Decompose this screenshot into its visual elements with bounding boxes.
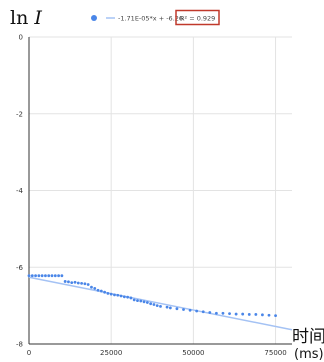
data-point bbox=[149, 302, 153, 306]
y-axis-label-variable: I bbox=[33, 7, 42, 29]
data-point bbox=[44, 274, 47, 278]
data-point bbox=[63, 280, 67, 283]
y-axis-label: ln I bbox=[10, 7, 42, 29]
data-point bbox=[214, 311, 218, 315]
grid-lines bbox=[29, 36, 292, 345]
data-point bbox=[47, 274, 51, 278]
data-point bbox=[83, 282, 87, 286]
data-point bbox=[106, 291, 110, 295]
data-point bbox=[228, 312, 231, 316]
data-points bbox=[27, 274, 277, 318]
data-point bbox=[132, 298, 136, 302]
data-point bbox=[90, 285, 93, 289]
trendline bbox=[28, 276, 293, 331]
data-point bbox=[168, 306, 172, 310]
data-point bbox=[27, 274, 31, 278]
data-point bbox=[109, 292, 113, 296]
y-tick-label: -2 bbox=[16, 110, 23, 118]
data-point bbox=[73, 280, 77, 284]
x-tick-label: 25000 bbox=[100, 349, 122, 357]
legend-marker bbox=[91, 15, 97, 21]
data-point bbox=[76, 281, 80, 285]
data-point bbox=[274, 314, 277, 318]
data-point bbox=[60, 274, 64, 278]
data-point bbox=[175, 307, 179, 311]
data-point bbox=[99, 289, 103, 293]
data-point bbox=[122, 295, 126, 299]
data-point bbox=[247, 313, 251, 316]
data-point bbox=[70, 281, 74, 284]
data-point bbox=[152, 303, 156, 306]
x-tick-label: 0 bbox=[27, 349, 31, 357]
data-point bbox=[261, 313, 264, 317]
data-point bbox=[116, 293, 120, 297]
data-point bbox=[96, 288, 100, 292]
data-point bbox=[129, 296, 133, 300]
tick-labels: 0 -2 -4 -6 -8 0 25000 50000 75000 bbox=[16, 34, 287, 358]
legend-r2-highlight-box bbox=[175, 9, 220, 26]
data-point bbox=[53, 274, 57, 278]
y-tick-label: -6 bbox=[16, 264, 24, 272]
legend-equation: -1.71E-05*x + -6.26 bbox=[118, 15, 183, 23]
data-point bbox=[67, 280, 70, 284]
y-tick-label: 0 bbox=[19, 34, 23, 42]
data-point bbox=[241, 312, 245, 316]
data-point bbox=[50, 274, 54, 278]
data-point bbox=[139, 299, 143, 303]
x-axis-label: 时间 bbox=[292, 327, 324, 347]
data-point bbox=[165, 305, 169, 309]
data-point bbox=[145, 301, 149, 304]
data-point bbox=[57, 274, 60, 278]
data-point bbox=[155, 304, 159, 308]
data-point bbox=[119, 294, 123, 298]
data-point bbox=[136, 299, 139, 303]
data-point bbox=[86, 283, 90, 286]
data-point bbox=[234, 312, 238, 316]
data-point bbox=[30, 274, 34, 278]
data-point bbox=[40, 274, 44, 278]
data-point bbox=[254, 313, 258, 316]
data-point bbox=[113, 293, 116, 297]
y-tick-label: -4 bbox=[16, 187, 24, 195]
data-point bbox=[182, 308, 185, 311]
data-point bbox=[159, 304, 162, 308]
x-axis-label-unit: (ms) bbox=[294, 347, 324, 362]
data-point bbox=[34, 274, 37, 278]
axes bbox=[28, 37, 292, 345]
data-point bbox=[126, 295, 130, 299]
data-point bbox=[142, 300, 146, 304]
legend: -1.71E-05*x + -6.26 R² = 0.929 bbox=[91, 9, 220, 26]
x-tick-label: 50000 bbox=[182, 349, 204, 357]
trendline-layer bbox=[28, 276, 293, 331]
data-point bbox=[188, 308, 192, 312]
data-point bbox=[267, 313, 271, 317]
data-point bbox=[93, 286, 97, 290]
data-point bbox=[195, 309, 199, 313]
data-point bbox=[221, 311, 225, 315]
data-point bbox=[103, 290, 107, 294]
legend-r2: R² = 0.929 bbox=[180, 15, 215, 23]
x-tick-label: 75000 bbox=[264, 349, 286, 357]
data-point bbox=[201, 310, 205, 314]
y-axis-label-prefix: ln bbox=[10, 7, 34, 29]
data-point bbox=[80, 281, 83, 285]
y-tick-label: -8 bbox=[16, 341, 23, 349]
data-point bbox=[208, 311, 212, 314]
data-point bbox=[37, 274, 41, 278]
